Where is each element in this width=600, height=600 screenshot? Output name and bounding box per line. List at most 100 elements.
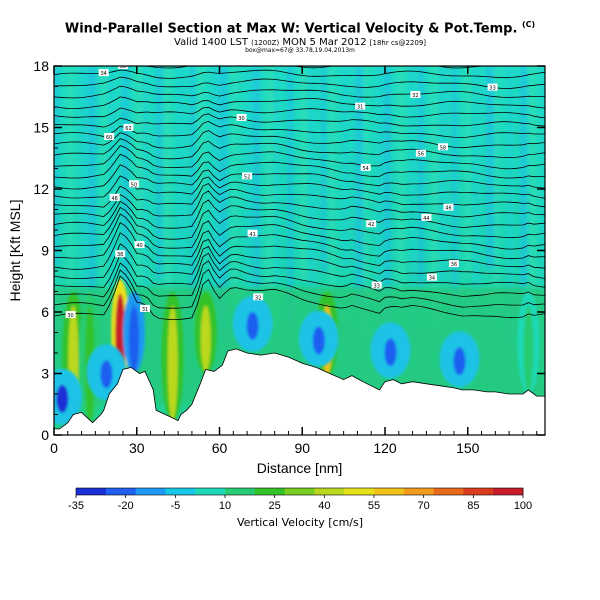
- y-tick-label: 6: [41, 304, 49, 320]
- stripe-mark: [164, 66, 171, 316]
- chart-title: Wind-Parallel Section at Max W: Vertical…: [0, 20, 600, 36]
- isentrope-label: 56: [415, 149, 426, 158]
- stripe-mark: [67, 66, 73, 303]
- stripe-mark: [211, 66, 218, 304]
- isentrope-line: [54, 164, 545, 190]
- isentrope-label-box: [410, 90, 421, 98]
- isentrope-label-text: 56: [418, 152, 424, 158]
- isentrope-label: 32: [410, 90, 421, 99]
- colorbar-tick-label: -20: [118, 500, 134, 512]
- x-tick-label: 150: [456, 440, 480, 456]
- colorbar-swatch: [165, 488, 196, 495]
- isentrope-line: [54, 243, 545, 279]
- stripe-mark: [494, 66, 499, 306]
- isentrope-label: 36: [117, 66, 128, 70]
- isentrope-label-text: 60: [106, 135, 112, 141]
- colorbar-frame: [75, 487, 524, 496]
- isentrope-label-text: 38: [117, 252, 123, 258]
- stripe-mark: [473, 66, 480, 312]
- isentrope-line: [54, 96, 545, 110]
- isentrope-label-box: [236, 113, 247, 121]
- isentrope-label: 50: [128, 180, 139, 188]
- valid-run: [18hr cs@2209]: [369, 39, 426, 47]
- stripe-mark: [266, 66, 274, 329]
- colorbar-swatch: [374, 488, 405, 495]
- stripe-mark: [507, 66, 513, 343]
- stripe-mark: [88, 66, 96, 297]
- isentrope-label: 30: [236, 113, 247, 122]
- isentrope-label-box: [242, 172, 253, 180]
- isentrope-label: 41: [247, 229, 258, 238]
- isentrope-label-box: [426, 273, 437, 281]
- colorbar-tick-label: 25: [269, 500, 281, 512]
- isentrope-line: [54, 213, 545, 250]
- colorbar-swatch: [76, 488, 107, 495]
- colorbar-swatch: [344, 488, 375, 495]
- stripe-mark: [329, 66, 335, 311]
- colorbar-tick-label: -5: [170, 500, 180, 512]
- x-tick-label: 120: [373, 440, 397, 456]
- colorbar: -35 -20 -5 10 25 40 55 70 85 100: [68, 487, 532, 512]
- isentrope-label-box: [437, 143, 448, 151]
- isentrope-label: 38: [115, 250, 126, 258]
- stripe-mark: [177, 66, 185, 273]
- stripe-mark: [355, 66, 363, 305]
- isentrope-label-text: 30: [67, 313, 73, 319]
- isentrope-label: 44: [421, 213, 432, 222]
- isentrope-label-text: 42: [368, 222, 374, 228]
- stripe-mark: [135, 66, 143, 285]
- isentrope-label: 30: [65, 311, 76, 319]
- colorbar-swatch: [135, 488, 166, 495]
- title-copyright-mark: (C): [521, 20, 536, 29]
- isentrope-label-text: 40: [136, 243, 142, 249]
- isentrope-label-box: [360, 163, 371, 171]
- isentrope-label-box: [115, 250, 126, 258]
- updraft-cell-core: [200, 305, 211, 372]
- isentrope-label: 58: [437, 143, 448, 151]
- y-tick-label: 3: [41, 366, 49, 382]
- stripe-mark: [342, 66, 349, 268]
- colorbar-swatch: [195, 488, 226, 495]
- isentrope-labels: 30 31 32 33 34 36 38 40 41 42 44 46 48 50 52 54 56 58 60 62…: [65, 66, 498, 319]
- isentrope-label-text: 31: [142, 307, 148, 313]
- x-tick-label: 0: [50, 440, 58, 456]
- valid-date: MON 5 Mar 2012: [282, 37, 367, 48]
- isentrope-line: [54, 138, 545, 160]
- downdraft-cell-core: [384, 338, 397, 367]
- colorbar-swatch: [314, 488, 345, 495]
- colorbar-tick-label: 85: [467, 500, 479, 512]
- isentrope-label-text: 33: [489, 86, 495, 92]
- stripe-mark: [80, 66, 87, 340]
- plot-area: 30 31 32 33 34 36 38 40 41 42 44 46 48 50 52 54 56 58 60 62…: [54, 66, 555, 435]
- isentrope-label-box: [443, 203, 454, 211]
- isentrope-label: 46: [443, 203, 454, 212]
- isentrope-line: [54, 66, 545, 69]
- y-tick-label: 0: [41, 427, 49, 443]
- downdraft-cell-core: [100, 360, 113, 389]
- isentrope-label-box: [253, 293, 264, 301]
- chart-subtitle: Valid 1400 LST (1200Z) MON 5 Mar 2012 [1…: [0, 37, 600, 48]
- isentrope-label-box: [487, 83, 498, 91]
- x-tick-label: 60: [212, 440, 228, 456]
- stripe-mark: [465, 66, 471, 275]
- colorbar-swatch: [105, 488, 136, 495]
- isentrope-label: 52: [242, 172, 253, 180]
- colorbar-label: Vertical Velocity [cm/s]: [236, 516, 364, 529]
- isentrope-label-box: [247, 229, 258, 237]
- colorbar-tick-label: 40: [318, 500, 330, 512]
- isentrope-line: [54, 190, 545, 218]
- y-tick-label: 18: [33, 58, 49, 74]
- stripe-mark: [190, 66, 195, 310]
- downdraft-cell-core: [246, 311, 259, 340]
- downdraft-cell-core: [453, 347, 466, 376]
- valid-utc: (1200Z): [251, 39, 280, 47]
- isentrope-label-box: [421, 213, 432, 221]
- y-tick-label: 12: [33, 181, 49, 197]
- isentrope-label-box: [140, 304, 151, 312]
- stripe-mark: [549, 66, 555, 331]
- isentrope-label-box: [128, 180, 139, 188]
- isentrope-label: 60: [104, 133, 115, 141]
- colorbar-tick-label: 55: [368, 500, 380, 512]
- isentrope-label-box: [448, 260, 459, 268]
